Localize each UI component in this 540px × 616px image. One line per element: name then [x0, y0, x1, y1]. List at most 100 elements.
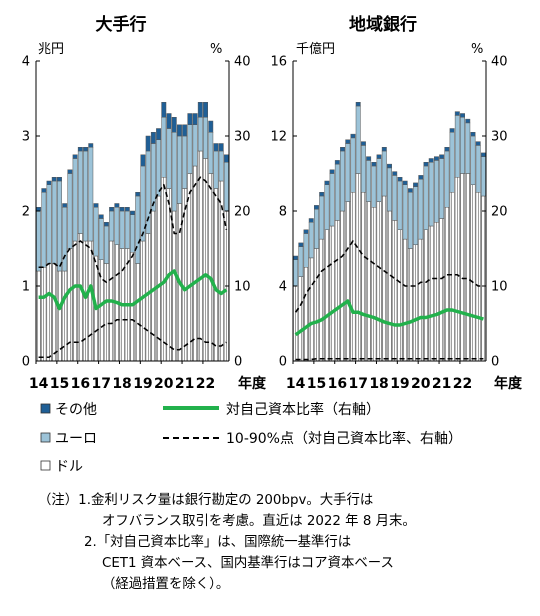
- left-xtick-8: 22: [196, 376, 215, 392]
- right-bar-dollar-30: [449, 192, 455, 362]
- right-bar-euro-36: [480, 156, 486, 197]
- right-bar-other-13: [360, 141, 366, 146]
- left-bar-other-3: [51, 177, 57, 182]
- right-bar-other-28: [439, 154, 445, 159]
- left-bar-euro-9: [83, 150, 89, 242]
- right-bar-dollar-27: [433, 222, 439, 362]
- right-bar-dollar-7: [329, 225, 335, 362]
- left-bar-euro-32: [203, 117, 208, 159]
- right-bar-other-35: [475, 141, 481, 146]
- left-bar-euro-1: [41, 192, 47, 268]
- left-bar-euro-3: [51, 180, 57, 264]
- left-bar-other-32: [203, 102, 208, 118]
- left-bar-dollar-10: [88, 240, 94, 362]
- left-bar-dollar-0: [36, 270, 42, 362]
- left-bar-dollar-18: [130, 252, 135, 362]
- left-bar-other-0: [36, 207, 42, 212]
- right-bar-other-19: [392, 171, 398, 176]
- right-bar-dollar-5: [319, 238, 325, 362]
- left-bar-euro-19: [135, 195, 141, 264]
- right-bar-dollar-23: [413, 244, 419, 362]
- left-ytick-right-4: 40: [234, 55, 251, 70]
- left-bar-other-29: [187, 113, 193, 125]
- right-bar-other-4: [314, 205, 319, 210]
- legend-label-other: その他: [55, 402, 97, 418]
- right-bar-euro-31: [454, 115, 460, 178]
- right-ytick-left-1: 4: [279, 280, 287, 295]
- left-bar-other-7: [72, 154, 78, 159]
- left-bar-other-19: [135, 192, 141, 197]
- left-bar-dollar-22: [150, 210, 156, 362]
- right-bar-euro-27: [433, 160, 439, 223]
- left-xtick-2: 16: [71, 376, 90, 392]
- note-line-2: オフバランス取引を考慮。直近は 2022 年 8 月末。: [102, 514, 416, 529]
- right-bar-other-5: [319, 192, 325, 197]
- left-bar-euro-28: [182, 135, 188, 189]
- right-bar-other-34: [470, 132, 476, 137]
- left-bar-euro-25: [166, 128, 172, 189]
- left-bar-other-1: [41, 188, 47, 193]
- right-bar-dollar-19: [392, 220, 398, 362]
- left-bar-euro-13: [103, 225, 109, 264]
- right-bar-other-12: [355, 102, 361, 107]
- right-bar-euro-9: [340, 150, 346, 212]
- left-bar-other-18: [130, 210, 135, 215]
- right-bar-euro-24: [418, 178, 424, 240]
- left-bar-euro-20: [140, 165, 146, 242]
- right-bar-dollar-11: [350, 192, 356, 362]
- legend-label-band: 10-90%点（対自己資本比率、右軸）: [226, 430, 462, 447]
- left-bar-euro-34: [213, 150, 219, 189]
- right-bar-euro-20: [397, 180, 403, 230]
- left-ytick-right-2: 20: [234, 205, 251, 220]
- right-bar-other-24: [418, 175, 424, 180]
- left-bar-other-17: [124, 207, 130, 212]
- right-bar-other-26: [428, 158, 434, 163]
- right-bar-euro-35: [475, 145, 481, 193]
- left-bar-euro-35: [218, 150, 224, 182]
- legend-label-euro: ユーロ: [55, 431, 97, 447]
- note-line-4: CET1 資本ベース、国内基準行はコア資本ベース: [102, 556, 394, 571]
- left-xtick-7: 21: [175, 376, 194, 392]
- right-bar-dollar-9: [340, 210, 346, 362]
- left-ytick-right-1: 10: [234, 280, 251, 295]
- legend-swatch-other: [40, 403, 51, 414]
- left-bar-euro-0: [36, 210, 42, 272]
- left-bar-dollar-34: [213, 188, 219, 362]
- left-bar-other-22: [150, 132, 156, 144]
- right-bar-euro-21: [402, 184, 408, 240]
- right-bar-dollar-0: [293, 285, 299, 362]
- left-bar-other-35: [218, 143, 224, 152]
- left-bar-other-36: [223, 154, 229, 163]
- right-bar-other-15: [371, 162, 377, 167]
- left-bar-euro-23: [156, 139, 162, 197]
- left-chart-right-unit: %: [210, 42, 222, 57]
- left-bar-other-20: [140, 154, 146, 167]
- right-bar-euro-10: [345, 143, 351, 202]
- right-bar-other-1: [298, 242, 304, 247]
- right-xtick-7: 21: [432, 376, 451, 392]
- right-bar-other-27: [433, 156, 439, 161]
- left-bar-dollar-23: [156, 195, 162, 362]
- left-bar-euro-8: [77, 150, 83, 234]
- left-band-line-2: [38, 318, 227, 359]
- left-bar-other-8: [77, 147, 83, 152]
- right-bar-dollar-22: [407, 248, 413, 362]
- right-xtick-1: 15: [307, 376, 326, 392]
- left-bar-dollar-13: [103, 263, 109, 362]
- left-bar-other-5: [62, 203, 68, 208]
- right-bar-dollar-12: [355, 173, 361, 362]
- left-xtick-3: 17: [91, 376, 110, 392]
- legend-swatch-euro: [40, 432, 51, 443]
- right-bar-euro-25: [423, 165, 429, 230]
- right-bar-dollar-3: [308, 257, 314, 362]
- right-bar-euro-6: [324, 184, 330, 230]
- right-bar-other-10: [345, 139, 351, 144]
- right-chart-title: 地域銀行: [349, 14, 417, 35]
- left-bar-dollar-9: [83, 240, 89, 362]
- right-ytick-left-4: 16: [270, 55, 287, 70]
- left-chart-year-suffix: 年度: [238, 375, 267, 392]
- left-bar-euro-11: [93, 207, 99, 257]
- left-ytick-right-3: 30: [234, 130, 251, 145]
- right-bar-euro-4: [314, 208, 319, 249]
- left-bar-other-2: [46, 180, 52, 185]
